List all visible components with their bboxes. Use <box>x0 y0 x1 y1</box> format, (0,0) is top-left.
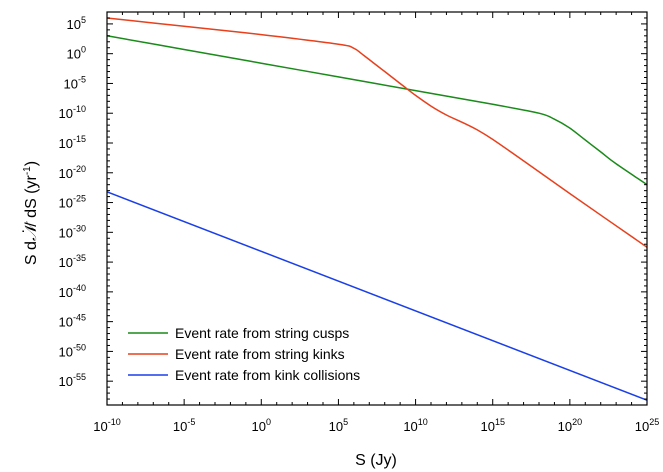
y-axis-title-end: ) <box>23 161 40 166</box>
x-tick-label: 10-5 <box>173 417 195 434</box>
y-tick-label-exp: 0 <box>81 45 86 55</box>
y-tick-label-exp: -35 <box>73 253 86 263</box>
x-tick-label-exp: 5 <box>343 417 348 427</box>
y-tick-label: 10-5 <box>64 74 86 91</box>
x-tick-label-base: 10 <box>173 419 187 434</box>
y-tick-label-base: 10 <box>59 285 73 300</box>
y-tick-label: 10-55 <box>59 372 86 389</box>
y-tick-label: 10-10 <box>59 104 86 121</box>
y-tick-label: 105 <box>67 15 86 32</box>
x-tick-label-exp: 20 <box>572 417 582 427</box>
y-tick-label-base: 10 <box>67 47 81 62</box>
y-tick-label-base: 10 <box>59 106 73 121</box>
y-tick-label-exp: -45 <box>73 313 86 323</box>
y-axis-title-prefix: S d <box>23 241 40 265</box>
y-tick-label-exp: -15 <box>73 134 86 144</box>
y-tick-label-exp: -20 <box>73 164 86 174</box>
x-tick-label: 1020 <box>558 417 582 434</box>
y-tick-label-exp: -10 <box>73 104 86 114</box>
y-axis-title-sup: -1 <box>22 166 33 175</box>
y-tick-label-base: 10 <box>64 76 78 91</box>
y-tick-label: 10-20 <box>59 164 86 181</box>
y-tick-label: 10-40 <box>59 283 86 300</box>
y-tick-label: 10-15 <box>59 134 86 151</box>
series-line-2 <box>106 17 648 248</box>
x-tick-label-exp: -10 <box>108 417 121 427</box>
y-tick-label: 10-30 <box>59 223 86 240</box>
x-tick-label-exp: 0 <box>266 417 271 427</box>
y-tick-label-base: 10 <box>59 315 73 330</box>
legend-label-3: Event rate from kink collisions <box>175 367 360 383</box>
plot-lines <box>106 17 648 401</box>
x-tick-label-base: 10 <box>403 419 417 434</box>
x-tick-label: 1010 <box>403 417 427 434</box>
x-tick-label: 100 <box>252 417 271 434</box>
y-axis-title-dot: · <box>14 229 31 234</box>
x-tick-label-exp: 15 <box>495 417 505 427</box>
y-tick-label-base: 10 <box>59 255 73 270</box>
x-tick-label-base: 10 <box>635 419 649 434</box>
y-axis-title-symbol: 𝒩 <box>23 221 40 241</box>
y-tick-label-exp: -50 <box>73 342 86 352</box>
x-tick-label-base: 10 <box>252 419 266 434</box>
x-tick-label: 1015 <box>480 417 504 434</box>
y-tick-label: 10-45 <box>59 313 86 330</box>
x-tick-label-exp: 10 <box>418 417 428 427</box>
series-line-3 <box>106 191 648 401</box>
series-line-1 <box>106 35 648 186</box>
x-tick-label-base: 10 <box>558 419 572 434</box>
legend-label-2: Event rate from string kinks <box>175 346 345 362</box>
legend: Event rate from string cusps Event rate f… <box>128 325 360 383</box>
y-tick-label-exp: 5 <box>81 15 86 25</box>
y-tick-label-base: 10 <box>59 196 73 211</box>
x-tick-label-exp: 25 <box>649 417 659 427</box>
y-tick-label: 10-50 <box>59 342 86 359</box>
x-tick-label-base: 10 <box>480 419 494 434</box>
y-tick-label-base: 10 <box>59 136 73 151</box>
y-axis-title-mid: / dS (yr <box>23 174 40 226</box>
y-tick-label-exp: -30 <box>73 223 86 233</box>
x-axis-title: S (Jy) <box>355 452 397 469</box>
svg-text:S d𝒩·/ dS (yr-1): S d𝒩· / dS (yr-1) <box>14 161 40 265</box>
y-tick-label-base: 10 <box>67 17 81 32</box>
x-tick-label: 10-10 <box>93 417 120 434</box>
y-tick-label-base: 10 <box>59 225 73 240</box>
y-tick-label-exp: -40 <box>73 283 86 293</box>
y-tick-label-base: 10 <box>59 374 73 389</box>
y-tick-label-exp: -5 <box>78 74 86 84</box>
tick-labels: 10-10 10-5 100 105 1010 1015 1020 102510510010-… <box>59 15 660 434</box>
x-tick-label-base: 10 <box>329 419 343 434</box>
y-tick-label-base: 10 <box>59 344 73 359</box>
y-tick-label: 100 <box>67 45 86 62</box>
y-tick-label-exp: -55 <box>73 372 86 382</box>
x-tick-label-exp: -5 <box>187 417 195 427</box>
legend-label-1: Event rate from string cusps <box>175 325 349 341</box>
x-tick-label: 1025 <box>635 417 659 434</box>
axis-ticks <box>106 11 648 406</box>
x-tick-label-base: 10 <box>93 419 107 434</box>
y-tick-label: 10-25 <box>59 194 86 211</box>
y-tick-label: 10-35 <box>59 253 86 270</box>
y-tick-label-exp: -25 <box>73 194 86 204</box>
y-tick-label-base: 10 <box>59 166 73 181</box>
y-axis-title: S d𝒩· / dS (yr-1) <box>14 161 40 265</box>
x-tick-label: 105 <box>329 417 348 434</box>
